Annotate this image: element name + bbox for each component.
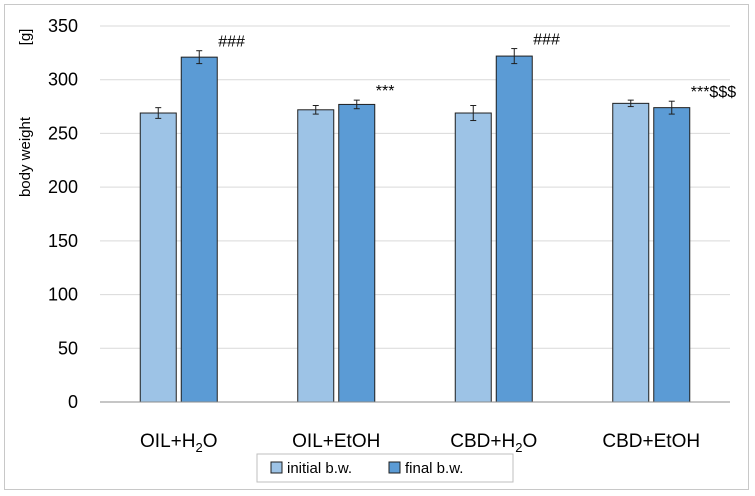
legend-swatch [388, 461, 401, 474]
x-tick-label: CBD+H2O [450, 431, 537, 455]
significance-label: ### [533, 32, 560, 49]
y-tick-label: 300 [48, 70, 78, 90]
bar-initial [454, 112, 492, 403]
y-axis-unit: [g] [17, 29, 34, 46]
x-tick-label: OIL+EtOH [292, 431, 380, 452]
legend-swatch [270, 461, 283, 474]
y-axis-label: body weight [17, 116, 34, 197]
chart-frame: ### *** ### ***$$$ 0 50 100 150 200 250 300 350 OIL… [4, 4, 749, 490]
significance-label: *** [376, 83, 395, 100]
y-tick-label: 350 [48, 16, 78, 36]
bar-initial [297, 109, 335, 403]
significance-label: ### [218, 34, 245, 51]
legend-box [256, 453, 514, 483]
bar-final [495, 55, 533, 403]
bar-initial [612, 102, 650, 403]
y-tick-label: 250 [48, 123, 78, 143]
axes: 0 50 100 150 200 250 300 350 OIL+H2O OIL+EtOH CBD+… [48, 16, 730, 455]
x-tick-label: CBD+EtOH [602, 431, 700, 452]
bar-final [180, 56, 218, 403]
x-tick-label: OIL+H2O [140, 431, 217, 455]
y-tick-label: 50 [58, 338, 78, 358]
legend-label: initial b.w. [287, 460, 352, 477]
bar-final [653, 107, 691, 403]
y-tick-label: 0 [68, 392, 78, 412]
y-tick-label: 150 [48, 231, 78, 251]
significance-label: ***$$$ [691, 84, 736, 101]
legend: initial b.w. final b.w. [256, 453, 514, 483]
bar-chart: ### *** ### ***$$$ 0 50 100 150 200 250 300 350 OIL… [17, 16, 736, 483]
legend-label: final b.w. [405, 460, 463, 477]
bars: ### *** ### ***$$$ [139, 32, 736, 403]
bar-final [338, 103, 376, 403]
bar-initial [139, 112, 177, 403]
y-tick-label: 200 [48, 177, 78, 197]
y-tick-label: 100 [48, 285, 78, 305]
